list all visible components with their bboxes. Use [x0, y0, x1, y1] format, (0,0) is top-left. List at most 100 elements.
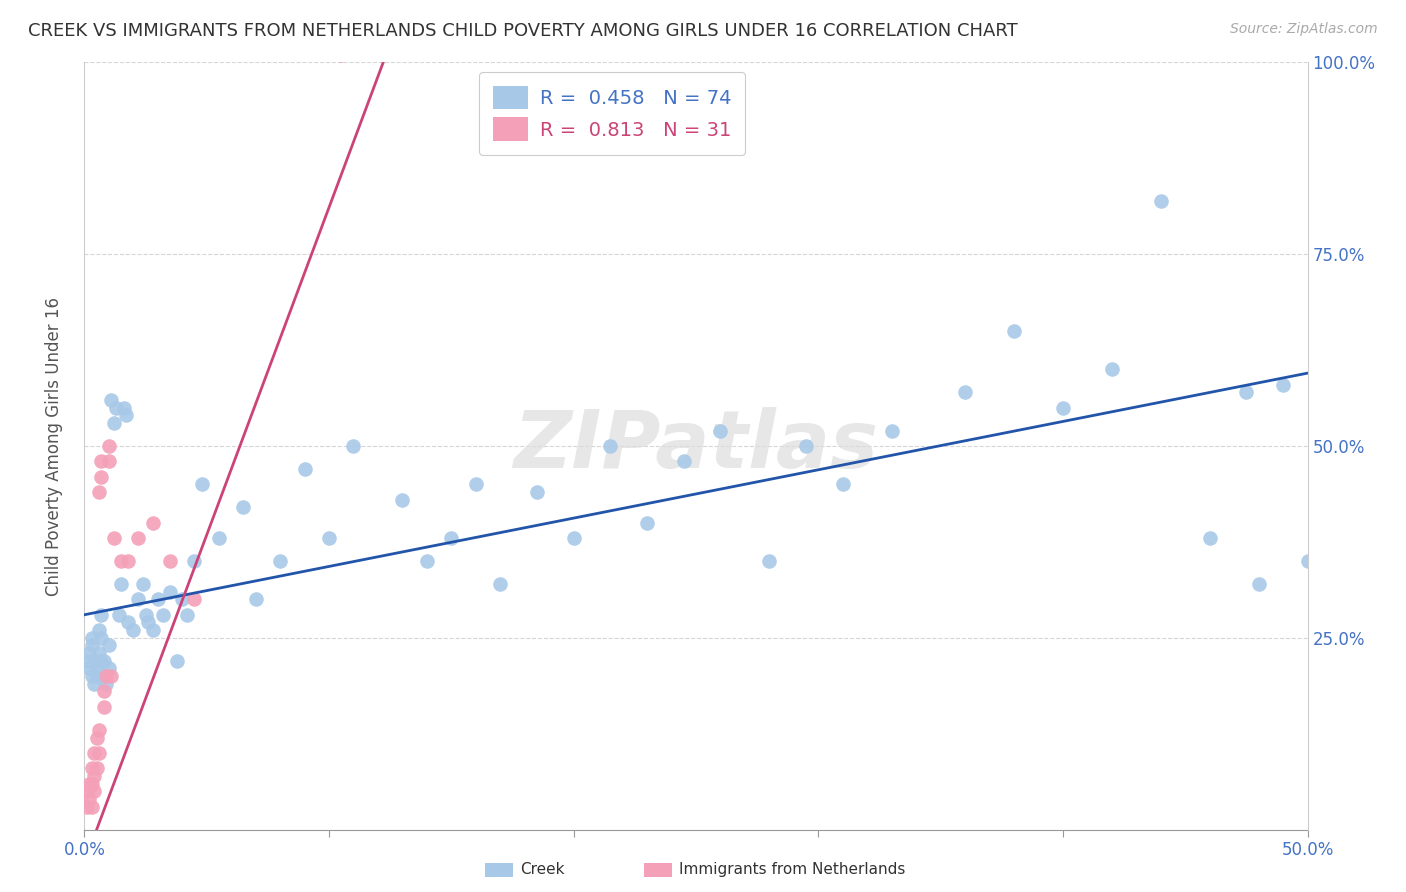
Point	[110, 554, 132, 568]
Point	[330, 47, 353, 62]
Point	[90, 469, 112, 483]
Point	[96, 677, 118, 691]
Point	[191, 477, 214, 491]
Point	[97, 454, 120, 468]
Point	[880, 424, 903, 438]
Point	[953, 385, 976, 400]
Point	[416, 554, 439, 568]
Point	[1002, 324, 1025, 338]
Point	[97, 639, 120, 653]
Point	[318, 531, 340, 545]
Point	[80, 776, 103, 790]
Point	[86, 731, 108, 745]
Point	[86, 761, 108, 775]
Point	[80, 631, 103, 645]
Point	[86, 669, 108, 683]
Point	[87, 623, 110, 637]
Point	[87, 723, 110, 737]
Point	[103, 531, 125, 545]
Text: Source: ZipAtlas.com: Source: ZipAtlas.com	[1230, 22, 1378, 37]
Point	[142, 516, 165, 530]
Point	[80, 639, 103, 653]
Point	[1247, 577, 1270, 591]
Point	[136, 615, 159, 630]
Point	[146, 592, 169, 607]
Point	[794, 439, 817, 453]
Point	[636, 516, 658, 530]
Point	[127, 531, 149, 545]
Point	[93, 684, 115, 698]
Point	[1101, 362, 1123, 376]
Point	[117, 615, 139, 630]
Point	[90, 454, 112, 468]
Point	[440, 531, 463, 545]
Point	[90, 631, 112, 645]
Text: CREEK VS IMMIGRANTS FROM NETHERLANDS CHILD POVERTY AMONG GIRLS UNDER 16 CORRELAT: CREEK VS IMMIGRANTS FROM NETHERLANDS CHI…	[28, 22, 1018, 40]
Point	[117, 554, 139, 568]
Y-axis label: Child Poverty Among Girls Under 16: Child Poverty Among Girls Under 16	[45, 296, 63, 596]
Point	[77, 792, 100, 806]
Point	[1198, 531, 1220, 545]
Point	[115, 409, 138, 423]
Point	[110, 577, 132, 591]
Point	[142, 623, 165, 637]
Point	[86, 661, 108, 675]
Point	[1296, 554, 1319, 568]
Point	[122, 623, 145, 637]
Point	[77, 661, 100, 675]
Point	[132, 577, 155, 591]
Point	[83, 677, 105, 691]
Point	[93, 669, 115, 683]
Point	[107, 607, 129, 622]
Point	[489, 577, 512, 591]
Point	[152, 607, 174, 622]
Point	[93, 654, 115, 668]
Point	[183, 554, 205, 568]
Point	[599, 439, 621, 453]
Point	[80, 761, 103, 775]
Point	[105, 401, 128, 415]
Point	[87, 485, 110, 500]
Point	[159, 554, 181, 568]
Point	[294, 462, 316, 476]
Point	[83, 654, 105, 668]
Point	[135, 607, 157, 622]
Point	[166, 654, 188, 668]
Point	[97, 439, 120, 453]
Point	[172, 592, 194, 607]
Point	[83, 746, 105, 760]
Text: Immigrants from Netherlands: Immigrants from Netherlands	[679, 863, 905, 877]
Point	[391, 492, 413, 507]
Text: Creek: Creek	[520, 863, 565, 877]
Point	[77, 776, 100, 790]
Point	[83, 784, 105, 798]
Point	[76, 784, 98, 798]
Point	[76, 799, 98, 814]
Point	[103, 416, 125, 430]
Point	[87, 746, 110, 760]
Text: ZIPatlas: ZIPatlas	[513, 407, 879, 485]
Point	[90, 607, 112, 622]
Point	[76, 654, 98, 668]
Point	[80, 799, 103, 814]
Point	[159, 584, 181, 599]
Point	[83, 769, 105, 783]
Point	[77, 646, 100, 660]
Point	[96, 669, 118, 683]
Point	[87, 646, 110, 660]
Point	[1052, 401, 1074, 415]
Point	[97, 661, 120, 675]
Point	[269, 554, 291, 568]
Point	[342, 439, 364, 453]
Point	[93, 699, 115, 714]
Point	[1236, 385, 1258, 400]
Point	[112, 401, 135, 415]
Point	[672, 454, 695, 468]
Point	[1150, 194, 1173, 208]
Point	[100, 669, 122, 683]
Point	[90, 654, 112, 668]
Point	[208, 531, 231, 545]
Point	[183, 592, 205, 607]
Point	[526, 485, 548, 500]
Point	[709, 424, 731, 438]
